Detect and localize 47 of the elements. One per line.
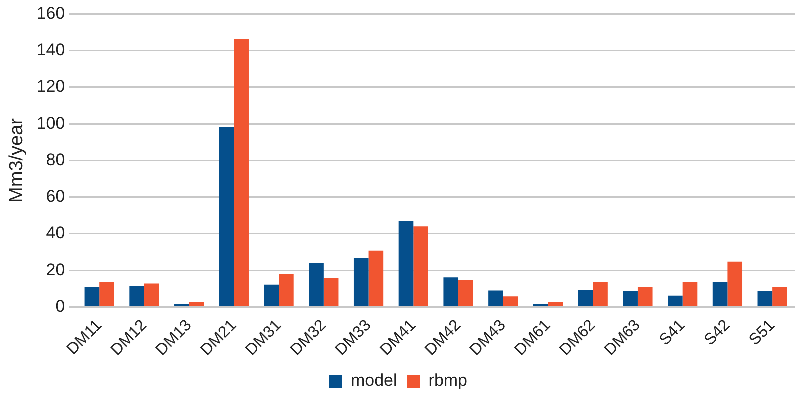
y-tick-label: 0 [56, 296, 66, 316]
bar [444, 278, 459, 306]
y-axis-title: Mm3/year [6, 118, 28, 203]
bar [398, 222, 414, 306]
bar [593, 282, 608, 306]
bar [548, 302, 564, 306]
bar [458, 280, 474, 306]
y-tick-label: 140 [36, 40, 66, 60]
bar [578, 290, 594, 306]
y-tick-label: 120 [36, 77, 66, 96]
x-tick-label: S42 [701, 316, 734, 350]
x-tick-label: S41 [656, 316, 689, 350]
bar [758, 291, 773, 306]
bar [279, 274, 294, 306]
y-tick-label: 20 [46, 260, 66, 280]
bar [144, 284, 160, 306]
y-tick-label: 40 [46, 224, 66, 243]
bar [174, 304, 190, 306]
bar [668, 296, 683, 306]
bar [189, 302, 204, 306]
bar [638, 287, 653, 306]
bar [309, 263, 324, 306]
bar [712, 282, 728, 306]
bar [414, 226, 428, 306]
bar [503, 296, 518, 306]
x-tick-label: S51 [746, 316, 779, 350]
bar [728, 262, 743, 306]
bar [84, 287, 100, 306]
bar [488, 290, 504, 306]
bar [100, 282, 114, 306]
bar [264, 284, 280, 306]
bar [623, 291, 638, 306]
y-tick-label: 160 [36, 4, 66, 23]
bar [772, 287, 788, 306]
bar [234, 39, 249, 306]
bar [354, 258, 369, 306]
bar [368, 250, 384, 306]
y-tick-label: 60 [46, 187, 66, 206]
legend-label: model [350, 371, 398, 390]
bar [533, 304, 548, 306]
bar [219, 127, 234, 306]
y-tick-label: 100 [36, 114, 66, 133]
legend-label: rbmp [428, 371, 468, 390]
y-tick-label: 80 [46, 150, 66, 170]
bar [682, 282, 698, 306]
bar [130, 286, 144, 306]
bar [324, 278, 339, 306]
